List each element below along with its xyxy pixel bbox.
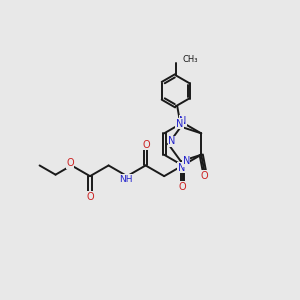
Text: N: N bbox=[178, 163, 185, 172]
Text: O: O bbox=[142, 140, 150, 150]
Text: N: N bbox=[176, 119, 183, 129]
Text: O: O bbox=[66, 158, 74, 168]
Text: N: N bbox=[179, 116, 186, 126]
Text: CH₃: CH₃ bbox=[182, 56, 198, 64]
Text: N: N bbox=[168, 136, 175, 146]
Text: NH: NH bbox=[119, 175, 132, 184]
Text: O: O bbox=[179, 182, 187, 192]
Text: O: O bbox=[201, 171, 208, 181]
Text: N: N bbox=[182, 156, 190, 167]
Text: O: O bbox=[86, 192, 94, 202]
